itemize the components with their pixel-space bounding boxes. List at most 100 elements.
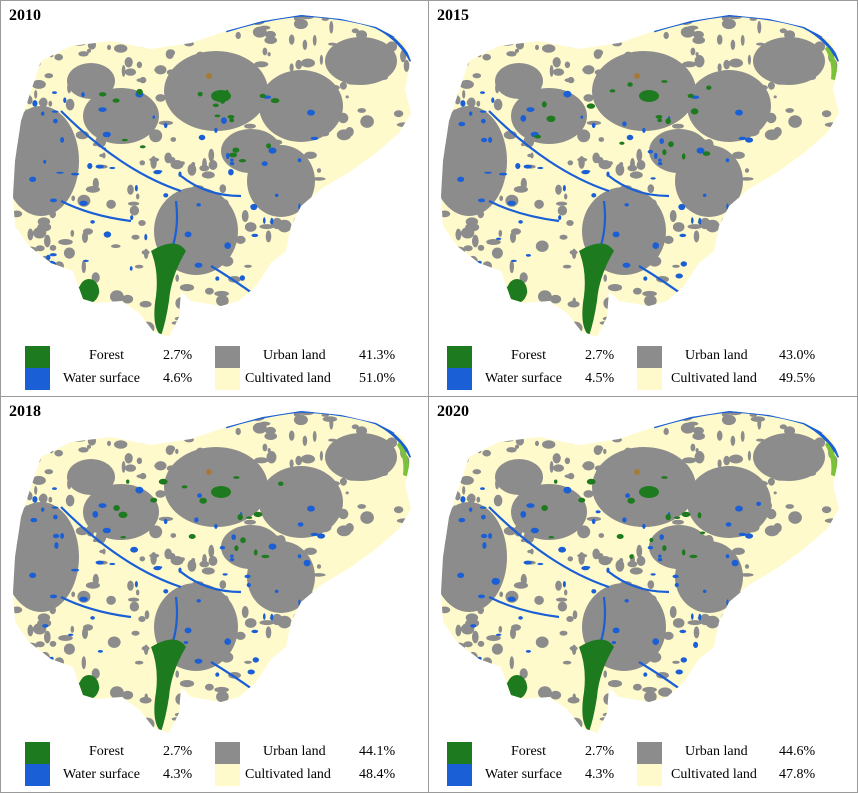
urban-patch — [186, 83, 191, 95]
urban-patch — [655, 25, 659, 29]
pond — [526, 503, 535, 508]
forest-patch — [232, 147, 240, 153]
urban-patch — [31, 524, 45, 535]
pond — [79, 596, 88, 602]
urban-patch — [302, 39, 308, 50]
urban-patch — [219, 54, 223, 60]
urban-patch — [185, 647, 193, 655]
pond — [625, 493, 630, 498]
forest-patch — [229, 118, 235, 123]
urban-patch — [264, 36, 278, 44]
urban-patch — [393, 506, 404, 514]
urban-patch — [252, 26, 267, 38]
urban-patch — [518, 27, 529, 38]
urban-patch — [547, 505, 553, 513]
urban-patch — [48, 100, 53, 107]
urban-patch — [274, 706, 284, 720]
urban-patch — [599, 321, 610, 325]
urban-patch — [361, 303, 365, 313]
urban-patch — [170, 137, 177, 142]
river — [60, 200, 132, 223]
urban-patch — [756, 42, 765, 46]
urban-patch — [34, 52, 43, 58]
urban-patch — [750, 416, 766, 422]
urban-patch — [31, 579, 46, 587]
urban-patch — [690, 443, 696, 452]
urban-patch — [833, 588, 837, 594]
urban-patch — [37, 685, 46, 696]
urban-patch — [346, 80, 362, 85]
urban-patch — [830, 661, 839, 666]
urban-patch — [130, 518, 141, 530]
urban-patch — [550, 690, 562, 700]
pond — [657, 558, 663, 562]
urban-patch — [51, 710, 61, 718]
urban-patch — [249, 105, 254, 110]
urban-patch — [774, 476, 789, 481]
pond — [247, 669, 255, 675]
urban-patch — [162, 21, 176, 28]
urban-patch — [733, 287, 743, 301]
forest-patch — [214, 114, 221, 118]
urban-patch — [248, 163, 261, 174]
urban-patch — [149, 525, 163, 539]
bare-land-patch — [634, 73, 640, 79]
forest-patch — [546, 115, 556, 123]
urban-patch — [374, 450, 382, 459]
urban-patch — [831, 188, 839, 195]
urban-patch — [633, 683, 642, 691]
urban-patch — [397, 269, 411, 280]
urban-patch — [293, 414, 308, 426]
urban-patch — [477, 244, 485, 251]
urban-patch — [65, 494, 75, 507]
urban-patch — [90, 27, 101, 38]
urban-patch — [747, 54, 751, 65]
pond — [469, 507, 473, 512]
urban-patch — [833, 692, 839, 703]
pond — [591, 122, 596, 129]
urban-patch — [728, 454, 743, 464]
urban-patch — [52, 320, 63, 324]
urban-patch — [647, 450, 651, 456]
pond — [526, 107, 535, 112]
urban-patch — [78, 447, 89, 453]
urban-patch — [825, 269, 839, 280]
urban-patch — [314, 253, 323, 262]
urban-patch — [692, 432, 705, 440]
pond — [51, 506, 59, 509]
urban-patch — [29, 58, 41, 69]
urban-patch — [81, 656, 87, 670]
pond — [310, 136, 319, 141]
urban-label: Urban land — [263, 348, 326, 363]
urban-patch — [822, 661, 827, 666]
urban-patch — [300, 58, 315, 68]
urban-patch — [441, 642, 450, 648]
urban-patch — [304, 293, 316, 306]
urban-patch — [31, 79, 46, 89]
pond — [103, 231, 112, 238]
urban-patch — [477, 210, 484, 219]
urban-patch — [462, 514, 476, 525]
pond — [488, 137, 493, 143]
urban-patch — [509, 260, 514, 274]
forest-patch — [681, 511, 691, 518]
urban-patch — [462, 118, 476, 129]
urban-patch — [243, 701, 255, 713]
urban-patch — [771, 602, 782, 616]
urban-patch — [208, 544, 215, 558]
urban-patch — [509, 656, 514, 670]
pond — [622, 517, 627, 523]
urban-patch — [34, 118, 48, 129]
urban-patch — [782, 225, 790, 237]
forest-patch — [229, 152, 238, 158]
urban-patch — [826, 643, 835, 654]
pond — [307, 505, 315, 512]
urban-patch — [386, 716, 395, 729]
urban-patch — [593, 22, 609, 30]
urban-patch — [16, 143, 21, 153]
urban-patch — [479, 710, 489, 718]
urban-patch — [195, 51, 206, 64]
urban-patch — [614, 479, 619, 491]
urban-patch — [451, 456, 456, 467]
urban-patch — [784, 165, 790, 174]
